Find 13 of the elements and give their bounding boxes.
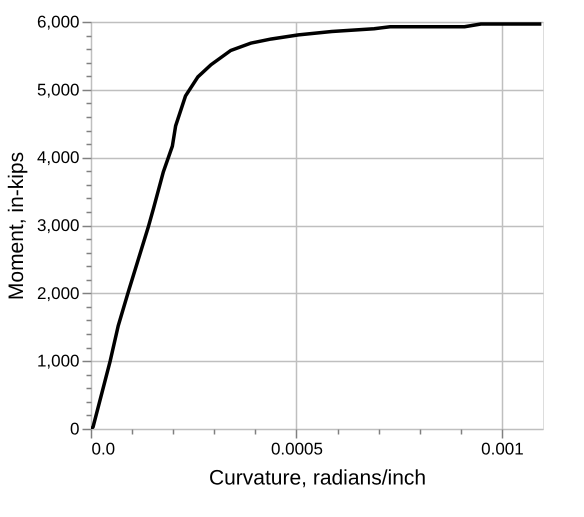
y-tick-label: 5,000 xyxy=(36,80,80,100)
y-axis-title: Moment, in-kips xyxy=(4,152,28,300)
y-tick-label: 2,000 xyxy=(36,284,80,303)
y-tick-label: 6,000 xyxy=(36,12,80,32)
x-tick-label: 0.001 xyxy=(481,440,524,458)
line-series xyxy=(91,22,543,429)
x-tick-label: 0.0 xyxy=(92,440,116,458)
y-tick-label: 3,000 xyxy=(36,216,80,235)
y-tick-label: 1,000 xyxy=(36,352,80,371)
x-tick-label: 0.0005 xyxy=(270,440,323,458)
y-tick-label: 0 xyxy=(70,420,80,438)
x-axis-title: Curvature, radians/inch xyxy=(208,466,426,490)
y-tick-label: 4,000 xyxy=(36,148,80,168)
